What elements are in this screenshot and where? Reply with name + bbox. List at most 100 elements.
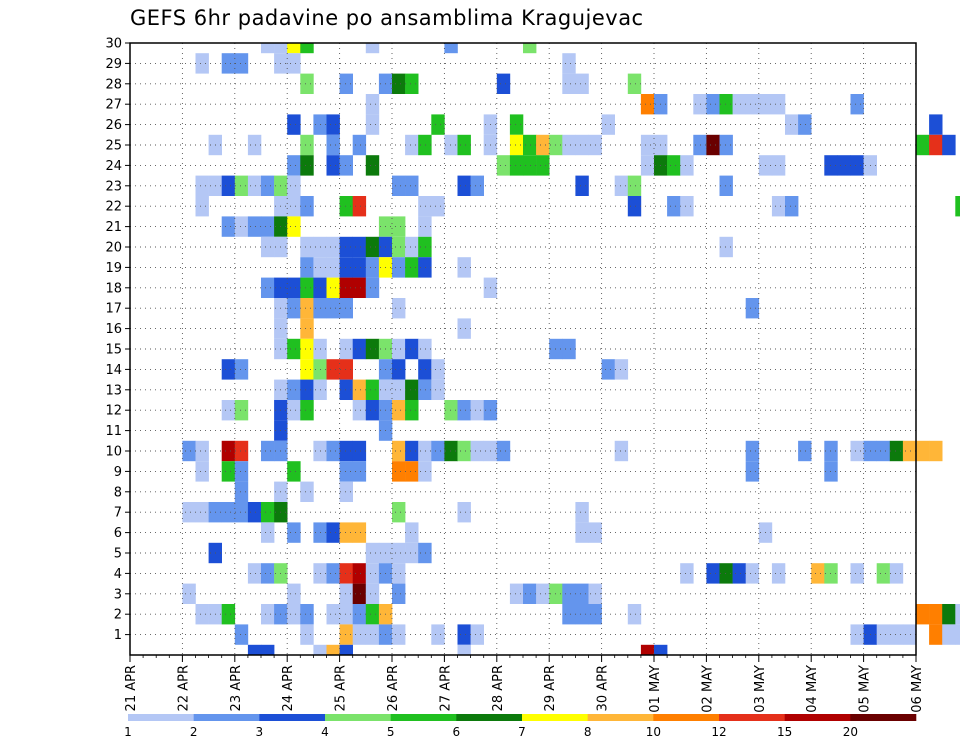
heatmap-cell [339,73,353,94]
heatmap-cell [352,400,367,421]
heatmap-cell [352,522,367,543]
heatmap-cell [300,624,314,645]
heatmap-cell [431,379,445,400]
heatmap-cell [431,196,445,217]
heatmap-cell [640,134,655,156]
heatmap-cell [680,563,694,584]
heatmap-cell [300,318,314,339]
heatmap-cell [942,134,956,156]
heatmap-cell [339,644,353,655]
heatmap-cell [523,155,537,176]
heatmap-cell [221,604,236,625]
y-tick-label: 24 [105,159,122,174]
heatmap-cell [221,440,236,462]
chart-title: GEFS 6hr padavine po ansamblima Kragujev… [130,6,644,30]
y-tick-label: 11 [105,424,122,439]
heatmap-cell [627,604,642,625]
heatmap-cell [392,236,406,258]
heatmap-cell [261,236,275,258]
heatmap-cell [365,257,380,278]
heatmap-cell [562,583,576,604]
heatmap-cell [575,175,589,196]
heatmap-cell [706,134,720,156]
heatmap-cell [667,196,681,217]
heatmap-cell [798,114,812,135]
heatmap-cell [719,94,733,115]
heatmap-cell [850,624,864,645]
legend-swatch [128,714,194,721]
heatmap-cell [365,155,380,176]
heatmap-cell [614,359,629,380]
heatmap-cell [352,440,367,462]
heatmap-cell [444,134,458,156]
heatmap-cell [234,175,249,196]
heatmap-cell [300,400,314,421]
y-tick-label: 25 [105,139,122,154]
heatmap-cell [261,563,275,584]
heatmap-cell [300,604,314,625]
heatmap-cell [339,522,353,543]
heatmap-cell [326,440,340,462]
heatmap-cell [300,338,314,360]
heatmap-cell [850,563,864,584]
heatmap-cell [287,604,301,625]
y-tick-label: 2 [114,608,122,623]
heatmap-cell [771,563,786,584]
heatmap-cell [234,624,249,645]
heatmap-cell [405,134,419,156]
heatmap-cell [719,175,733,196]
heatmap-cell [771,155,786,176]
heatmap-cell [339,481,353,502]
heatmap-cell [326,277,340,298]
heatmap-cell [523,134,537,156]
heatmap-cell [221,175,236,196]
heatmap-cell [339,298,353,319]
heatmap-cell [365,563,380,584]
heatmap-cell [771,196,786,217]
heatmap-cell [221,400,236,421]
grid-lines [130,43,916,655]
heatmap-cell [300,196,314,217]
heatmap-cell [365,114,380,135]
heatmap-cell [392,400,406,421]
heatmap-cell [418,216,432,237]
heatmap-cell [261,216,275,237]
heatmap-cell [431,624,445,645]
heatmap-cell [405,522,419,543]
heatmap-cell [405,175,419,196]
heatmap-cell [392,216,406,237]
heatmap-cell [352,624,367,645]
heatmap-cell [627,196,642,217]
heatmap-cell [955,196,960,217]
heatmap-cell [876,624,891,645]
heatmap-cell [234,53,249,74]
heatmap-cell [182,502,196,523]
heatmap-cell [392,563,406,584]
x-tick-label: 28 APR [491,665,506,711]
heatmap-cell [300,134,314,156]
heatmap-cell [287,216,301,237]
heatmap-cell [195,53,209,74]
y-tick-label: 22 [105,200,122,215]
x-tick-label: 25 APR [334,665,349,711]
y-tick-label: 29 [105,57,122,72]
heatmap-cell [654,644,668,655]
heatmap-cell [339,440,353,462]
heatmap-cell [667,155,681,176]
heatmap-cell [352,134,367,156]
heatmap-cell [287,400,301,421]
heatmap-cell [339,277,353,298]
heatmap-cell [247,134,262,156]
heatmap-cell [457,502,471,523]
heatmap-cell [850,94,864,115]
heatmap-cell [523,43,537,54]
heatmap-cell [627,73,642,94]
heatmap-cell [418,134,432,156]
y-tick-label: 6 [114,526,122,541]
heatmap-cell [287,522,301,543]
y-tick-label: 27 [105,98,122,113]
heatmap-cell [326,298,340,319]
legend-swatch [325,714,391,721]
heatmap-cell [234,440,249,462]
